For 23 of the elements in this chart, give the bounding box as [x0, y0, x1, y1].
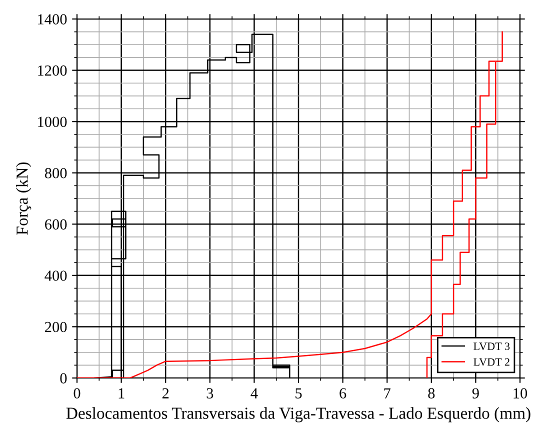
y-tick-label: 400: [44, 270, 67, 281]
x-tick-label: 9: [472, 388, 479, 398]
x-tick-label: 4: [250, 388, 258, 398]
x-tick-label: 7: [384, 388, 390, 398]
x-tick-label: 8: [428, 388, 435, 398]
legend-label: LVDT 2: [474, 358, 510, 366]
y-tick-label: 200: [45, 322, 67, 332]
x-tick-label: 0: [74, 388, 80, 398]
x-tick-label: 5: [296, 388, 302, 398]
legend-label: LVDT 3: [474, 342, 510, 350]
y-tick-label: 0: [60, 373, 67, 384]
x-axis-title: Deslocamentos Transversais da Viga-Travessa - Lado Esquerdo (mm): [66, 407, 530, 422]
x-tick-label: 1: [118, 388, 124, 398]
y-tick-label: 600: [45, 219, 67, 230]
y-axis-title: Força (kN): [16, 162, 32, 235]
y-tick-label: 1000: [38, 116, 67, 128]
x-tick-label: 2: [162, 388, 169, 398]
x-tick-label: 10: [514, 388, 528, 398]
x-tick-label: 6: [340, 388, 346, 398]
y-tick-label: 1200: [38, 65, 67, 76]
y-tick-label: 1400: [38, 14, 67, 24]
x-tick-label: 3: [206, 388, 214, 398]
y-tick-label: 800: [44, 168, 67, 178]
